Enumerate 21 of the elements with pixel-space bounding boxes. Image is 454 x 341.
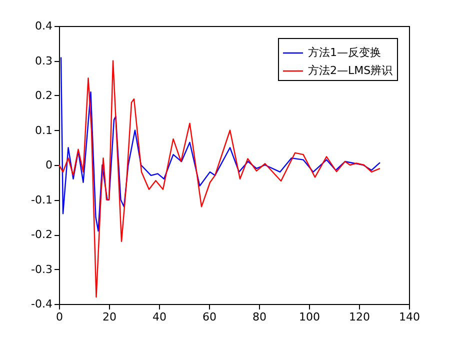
y-tick-label: 0 [46, 158, 52, 172]
y-tick-label: 0.2 [35, 89, 52, 102]
x-tick-label: 60 [202, 310, 216, 324]
x-tick-label: 0 [56, 310, 63, 324]
x-tick-label: 120 [349, 310, 370, 324]
legend-label: 方法2—LMS辨识 [308, 64, 393, 77]
legend-label: 方法1—反变换 [308, 46, 381, 59]
x-tick-label: 20 [102, 310, 116, 324]
y-tick-label: 0.1 [35, 124, 52, 137]
y-tick-label: 0.3 [35, 54, 52, 68]
y-tick-label: 0.4 [35, 20, 52, 32]
x-tick-label: 100 [299, 310, 320, 324]
line-series [58, 60, 381, 298]
x-tick-label: 140 [399, 310, 420, 324]
y-tick-label: -0.2 [31, 228, 52, 241]
x-tick-label: 80 [252, 310, 266, 324]
line-series [60, 56, 381, 232]
y-tick-label: -0.3 [31, 262, 52, 276]
y-tick-label: -0.4 [31, 298, 52, 310]
x-tick-label: 40 [152, 310, 166, 324]
y-tick-label: -0.1 [31, 193, 52, 206]
